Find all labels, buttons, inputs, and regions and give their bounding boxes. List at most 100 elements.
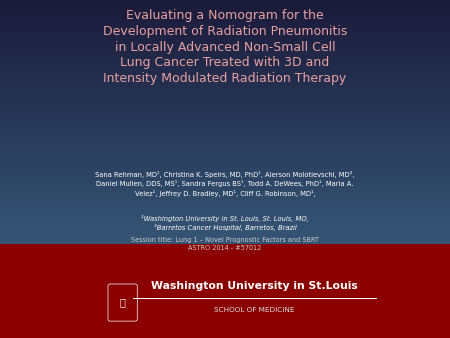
Bar (0, 113, 450, 115)
Bar (0, 111, 450, 112)
Bar (0, 17, 450, 19)
Bar (0, 82, 450, 84)
Bar (0, 52, 450, 54)
Bar (0, 225, 450, 226)
Bar (0, 180, 450, 182)
Bar (0, 91, 450, 93)
Bar (0, 92, 450, 94)
Bar (0, 56, 450, 57)
Bar (0, 243, 450, 338)
Bar (0, 11, 450, 13)
Bar (0, 81, 450, 83)
Bar (0, 153, 450, 155)
Bar (0, 158, 450, 160)
Bar (0, 7, 450, 9)
Bar (0, 149, 450, 151)
Bar (0, 25, 450, 27)
Bar (0, 186, 450, 188)
Bar (0, 172, 450, 174)
Bar (0, 90, 450, 92)
Bar (0, 63, 450, 65)
Bar (0, 193, 450, 195)
Bar (0, 18, 450, 20)
Bar (0, 140, 450, 141)
Text: ¹Washington University in St. Louis, St. Louis, MO,
²Barretos Cancer Hospital, B: ¹Washington University in St. Louis, St.… (141, 215, 309, 231)
Bar (0, 233, 450, 235)
Bar (0, 242, 450, 243)
Bar (0, 45, 450, 47)
Text: Washington University in St.Louis: Washington University in St.Louis (151, 281, 358, 291)
Bar (0, 144, 450, 146)
Bar (0, 75, 450, 77)
Bar (0, 199, 450, 201)
Bar (0, 236, 450, 237)
Bar (0, 16, 450, 18)
Bar (0, 197, 450, 198)
Text: SCHOOL OF MEDICINE: SCHOOL OF MEDICINE (214, 307, 294, 313)
Bar (0, 80, 450, 82)
Bar (0, 29, 450, 31)
Bar (0, 194, 450, 196)
Bar (0, 78, 450, 79)
Bar (0, 97, 450, 99)
Bar (0, 156, 450, 159)
Bar (0, 120, 450, 122)
Bar (0, 152, 450, 153)
Bar (0, 162, 450, 163)
Bar (0, 38, 450, 40)
Bar (0, 61, 450, 63)
Bar (0, 195, 450, 197)
Bar (0, 74, 450, 76)
Bar (0, 189, 450, 191)
Bar (0, 227, 450, 229)
Bar (0, 59, 450, 61)
Bar (0, 93, 450, 95)
Bar (0, 21, 450, 22)
Bar (0, 118, 450, 120)
FancyBboxPatch shape (108, 284, 137, 321)
Bar (0, 12, 450, 14)
Bar (0, 109, 450, 111)
Bar (0, 19, 450, 21)
Bar (0, 79, 450, 81)
Bar (0, 185, 450, 186)
Bar (0, 57, 450, 59)
Bar (0, 204, 450, 206)
Bar (0, 119, 450, 121)
Bar (0, 137, 450, 139)
Bar (0, 238, 450, 240)
Bar (0, 150, 450, 152)
Bar (0, 232, 450, 234)
Bar (0, 163, 450, 165)
Bar (0, 209, 450, 211)
Bar (0, 164, 450, 166)
Bar (0, 13, 450, 15)
Bar (0, 214, 450, 216)
Bar (0, 15, 450, 16)
Bar (0, 48, 450, 50)
Bar (0, 207, 450, 208)
Bar (0, 159, 450, 161)
Bar (0, 221, 450, 223)
Bar (0, 23, 450, 25)
Bar (0, 31, 450, 33)
Bar (0, 174, 450, 175)
Bar (0, 226, 450, 228)
Bar (0, 101, 450, 102)
Bar (0, 47, 450, 49)
Bar (0, 28, 450, 30)
Bar (0, 0, 450, 2)
Text: Evaluating a Nomogram for the
Development of Radiation Pneumonitis
in Locally Ad: Evaluating a Nomogram for the Developmen… (103, 9, 347, 85)
Text: Session title: Lung 1 – Novel Prognostic Factors and SBRT
ASTRO 2014 - #57012: Session title: Lung 1 – Novel Prognostic… (131, 237, 319, 250)
Bar (0, 66, 450, 67)
Bar (0, 239, 450, 241)
Bar (0, 73, 450, 75)
Bar (0, 217, 450, 219)
Bar (0, 205, 450, 207)
Bar (0, 98, 450, 100)
Bar (0, 130, 450, 132)
Bar (0, 39, 450, 41)
Bar (0, 138, 450, 140)
Bar (0, 34, 450, 36)
Bar (0, 9, 450, 11)
